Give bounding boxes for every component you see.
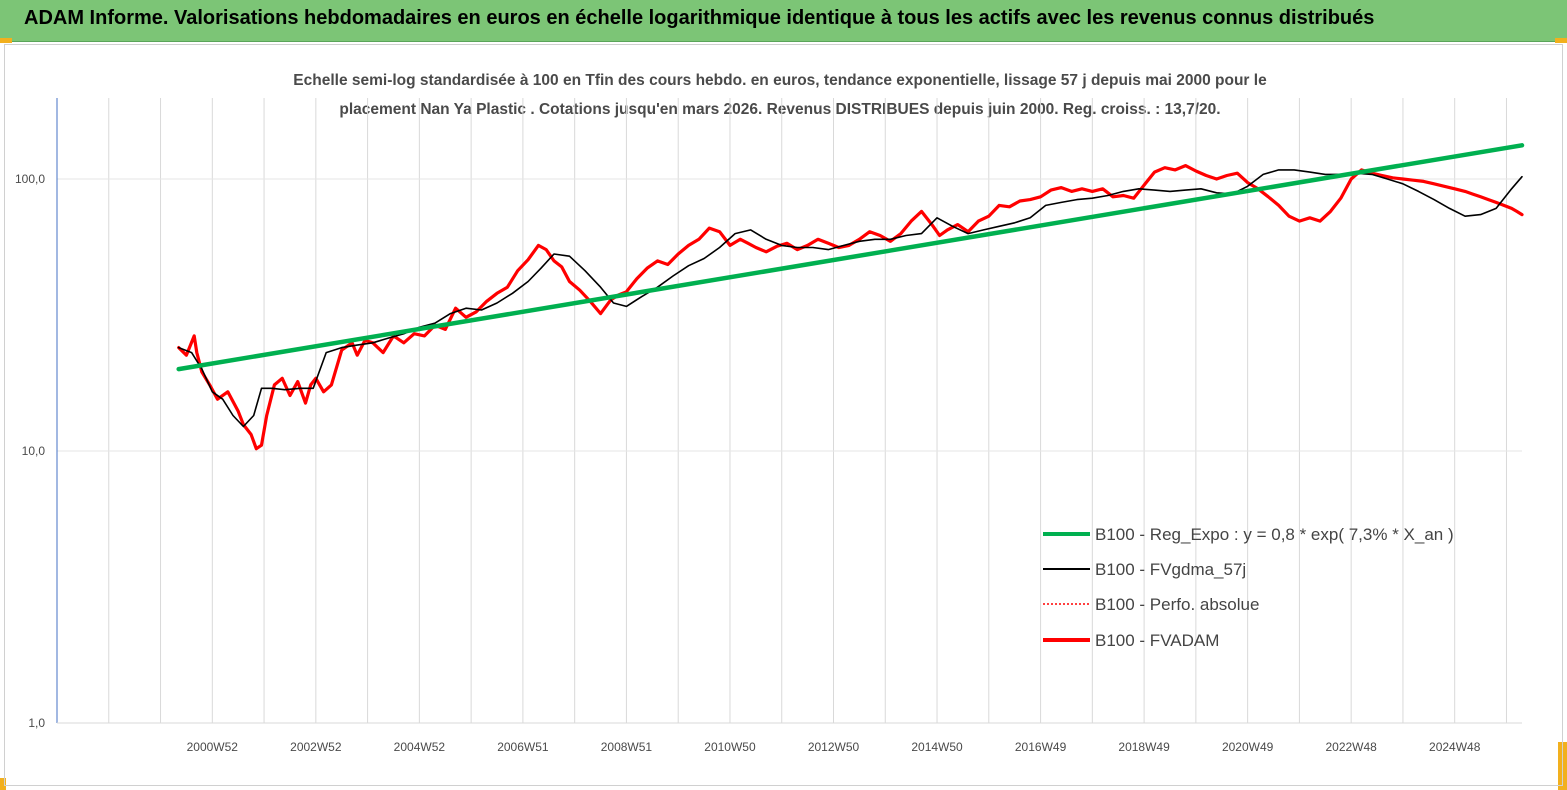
x-tick-label: 2012W50 xyxy=(808,740,860,754)
grid-layer xyxy=(57,98,1522,723)
subtitle-line-2: placement Nan Ya Plastic . Cotations jus… xyxy=(339,101,1221,118)
x-tick-label: 2000W52 xyxy=(187,740,239,754)
x-tick-label: 2010W50 xyxy=(704,740,756,754)
x-tick-label: 2006W51 xyxy=(497,740,549,754)
y-tick-label: 100,0 xyxy=(15,172,45,186)
x-tick-label: 2018W49 xyxy=(1118,740,1170,754)
series-smoothed-line xyxy=(177,169,1523,428)
x-tick-layer: 2000W52 2002W52 2004W52 2006W51 2008W51 2010W… xyxy=(187,740,1481,754)
x-tick-label: 2016W49 xyxy=(1015,740,1067,754)
legend-label-regression: B100 - Reg_Expo : y = 0,8 * exp( 7,3% * … xyxy=(1095,525,1454,544)
corner-mark-top-left xyxy=(0,38,12,43)
title-bar: ADAM Informe. Valorisations hebdomadaire… xyxy=(0,0,1567,42)
y-tick-layer: 100,0 10,0 1,0 xyxy=(15,172,45,730)
subtitle-line-1: Echelle semi-log standardisée à 100 en T… xyxy=(293,72,1267,89)
corner-mark-top-right xyxy=(1555,38,1567,43)
x-tick-label: 2014W50 xyxy=(911,740,963,754)
legend-label-fvadam: B100 - FVADAM xyxy=(1095,631,1219,650)
x-tick-label: 2002W52 xyxy=(290,740,342,754)
y-tick-label: 10,0 xyxy=(22,444,46,458)
chart-subtitle: Echelle semi-log standardisée à 100 en T… xyxy=(180,66,1380,124)
series-fvadam-line xyxy=(177,164,1524,451)
series-regression-line xyxy=(176,143,1525,372)
x-tick-label: 2022W48 xyxy=(1325,740,1377,754)
legend-label-perfo: B100 - Perfo. absolue xyxy=(1095,595,1259,614)
corner-mark-bottom-left xyxy=(0,778,6,790)
legend: B100 - Reg_Expo : y = 0,8 * exp( 7,3% * … xyxy=(1043,525,1454,650)
chart-frame xyxy=(4,44,1563,786)
x-tick-label: 2008W51 xyxy=(601,740,653,754)
x-tick-label: 2020W49 xyxy=(1222,740,1274,754)
x-tick-label: 2004W52 xyxy=(394,740,446,754)
legend-label-smoothed: B100 - FVgdma_57j xyxy=(1095,560,1246,579)
report-title: ADAM Informe. Valorisations hebdomadaire… xyxy=(24,7,1375,29)
y-tick-label: 1,0 xyxy=(28,716,45,730)
x-tick-label: 2024W48 xyxy=(1429,740,1481,754)
series-layer xyxy=(176,143,1525,451)
